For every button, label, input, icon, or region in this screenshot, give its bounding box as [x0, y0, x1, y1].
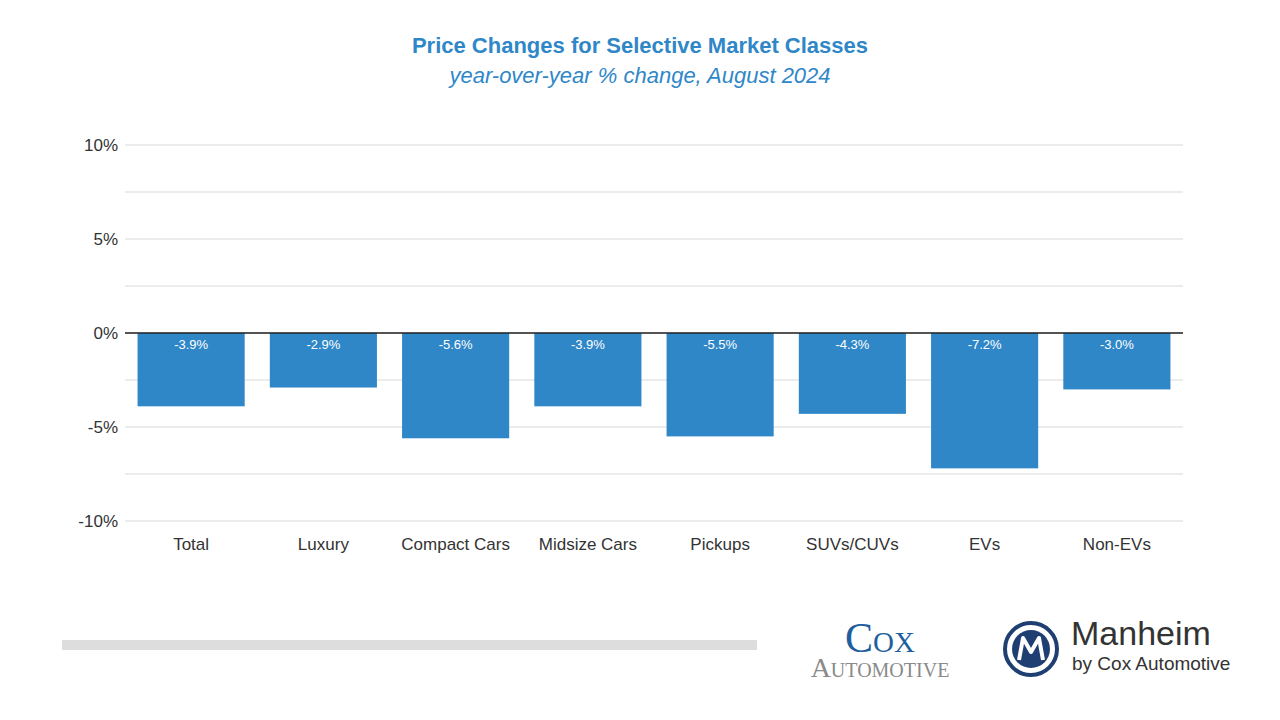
x-tick-label: EVs	[969, 535, 1000, 554]
x-tick-label: Luxury	[298, 535, 350, 554]
grid-line	[125, 521, 1183, 522]
zero-line	[125, 332, 1183, 334]
bar	[402, 333, 509, 438]
title: Price Changes for Selective Market Class…	[412, 33, 868, 58]
logo-text: Automotive	[811, 652, 950, 683]
x-tick-label: Compact Cars	[401, 535, 510, 554]
logo-icon	[1005, 623, 1057, 675]
data-label: -5.5%	[703, 337, 737, 352]
grid-line	[125, 333, 1183, 334]
logo-icon	[1019, 638, 1043, 660]
y-tick-label: 10%	[84, 136, 118, 155]
bar	[931, 333, 1038, 468]
x-tick-label: Pickups	[690, 535, 750, 554]
x-tick-label: Total	[173, 535, 209, 554]
minor-grid-line	[125, 286, 1183, 287]
minor-grid-line	[125, 474, 1183, 475]
logo-icon	[1012, 630, 1050, 668]
bar	[1063, 333, 1170, 389]
bar	[534, 333, 641, 406]
minor-grid-line	[125, 192, 1183, 193]
data-label: -5.6%	[439, 337, 473, 352]
bar	[799, 333, 906, 414]
data-label: -2.9%	[306, 337, 340, 352]
footer-bar	[62, 640, 757, 650]
y-tick-label: -5%	[88, 418, 118, 437]
chart: Price Changes for Selective Market Class…	[0, 0, 1280, 720]
logo-text: Manheim	[1071, 614, 1211, 652]
x-tick-label: SUVs/CUVs	[806, 535, 899, 554]
data-label: -7.2%	[968, 337, 1002, 352]
x-tick-label: Non-EVs	[1083, 535, 1151, 554]
grid-line	[125, 239, 1183, 240]
bars	[138, 333, 1171, 468]
bar	[270, 333, 377, 388]
data-label: -3.9%	[571, 337, 605, 352]
bar	[138, 333, 245, 406]
data-label: -4.3%	[835, 337, 869, 352]
logo-text: by Cox Automotive	[1072, 653, 1230, 674]
bar	[667, 333, 774, 436]
x-tick-label: Midsize Cars	[539, 535, 637, 554]
data-label: -3.0%	[1100, 337, 1134, 352]
y-tick-label: -10%	[78, 512, 118, 531]
subtitle: year-over-year % change, August 2024	[447, 63, 830, 88]
data-label: -3.9%	[174, 337, 208, 352]
grid-line	[125, 145, 1183, 146]
y-tick-label: 5%	[93, 230, 118, 249]
y-tick-label: 0%	[93, 324, 118, 343]
